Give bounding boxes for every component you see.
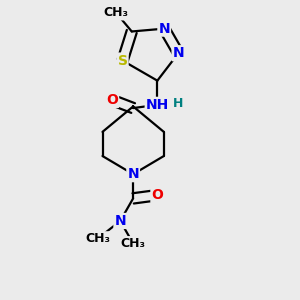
Text: N: N — [158, 22, 170, 36]
Text: S: S — [118, 54, 128, 68]
Text: O: O — [106, 93, 118, 107]
Text: N: N — [172, 46, 184, 60]
Text: NH: NH — [146, 98, 169, 112]
Text: CH₃: CH₃ — [121, 237, 146, 250]
Text: N: N — [127, 167, 139, 181]
Text: CH₃: CH₃ — [104, 6, 129, 20]
Text: CH₃: CH₃ — [85, 232, 110, 245]
Text: N: N — [114, 214, 126, 228]
Text: H: H — [173, 97, 184, 110]
Text: O: O — [152, 188, 163, 202]
